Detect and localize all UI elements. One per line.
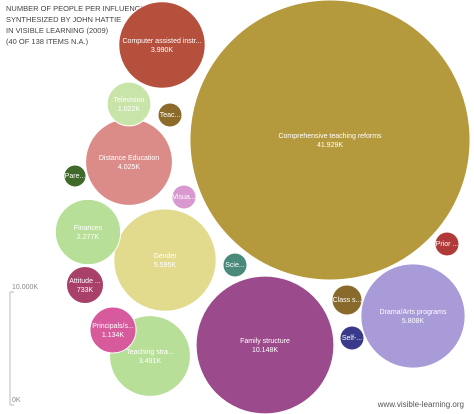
bubble-label: Scie...	[225, 262, 245, 269]
bubble-label: Gender	[153, 253, 177, 260]
title-line: SYNTHESIZED BY JOHN HATTIE	[6, 15, 121, 24]
bubble-value: 1.022K	[118, 106, 141, 113]
bubble-value: 3.990K	[151, 47, 174, 54]
bubble	[89, 306, 137, 354]
bubble-value: 41.929K	[317, 142, 343, 149]
bubble-label: Self-...	[342, 335, 362, 342]
bubble-label: Visua...	[172, 194, 195, 201]
bubble-label: Prior ...	[436, 241, 459, 248]
bubble	[118, 1, 206, 89]
bubble-value: 5.595K	[154, 262, 177, 269]
bubble-value: 10.148K	[252, 347, 278, 354]
bubble-label: Attitude ...	[69, 278, 101, 285]
bubble-value: 5.808K	[402, 318, 425, 325]
bubble	[360, 263, 466, 369]
bubble	[106, 81, 152, 127]
title-line: IN VISIBLE LEARNING (2009)	[6, 26, 109, 35]
size-legend-label: 10.000K	[12, 284, 38, 291]
bubble-label: Teaching stra...	[126, 349, 174, 356]
bubble	[331, 284, 363, 316]
bubble	[65, 265, 105, 305]
bubble	[54, 198, 122, 266]
bubble-label: Pare...	[65, 173, 86, 180]
bubble	[63, 164, 87, 188]
bubble-label: Finances	[74, 225, 103, 232]
bubble-label: Computer assisted instr...	[123, 38, 202, 45]
bubble	[339, 325, 365, 351]
bubble	[195, 275, 335, 414]
bubble-value: 2.277K	[77, 234, 100, 241]
bubble	[171, 184, 197, 210]
bubble-label: Family structure	[240, 338, 290, 345]
bubble-value: 4.025K	[118, 164, 141, 171]
bubble-label: Comprehensive teaching reforms	[278, 133, 382, 140]
bubble	[222, 252, 248, 278]
bubble-label: Class s...	[333, 297, 362, 304]
bubble-label: Principals/s...	[92, 323, 134, 330]
bubble-label: Television	[114, 97, 145, 104]
title-line: NUMBER OF PEOPLE PER INFLUENCE	[6, 4, 145, 13]
bubble-label: Drama/Arts programs	[380, 309, 447, 316]
bubble	[189, 0, 471, 281]
bubble	[85, 118, 173, 206]
bubble-value: 3.491K	[139, 358, 162, 365]
title-line: (40 OF 138 ITEMS N.A.)	[6, 37, 89, 46]
bubble	[113, 208, 217, 312]
source: www.visible-learning.org	[377, 400, 464, 409]
bubble	[157, 102, 183, 128]
bubble-value: 733K	[77, 287, 94, 294]
bubble-value: 1.134K	[102, 332, 125, 339]
bubble	[434, 231, 460, 257]
bubble-label: Distance Education	[99, 155, 159, 162]
bubble-label: Teac...	[160, 112, 181, 119]
size-legend-label: 0K	[12, 397, 21, 404]
